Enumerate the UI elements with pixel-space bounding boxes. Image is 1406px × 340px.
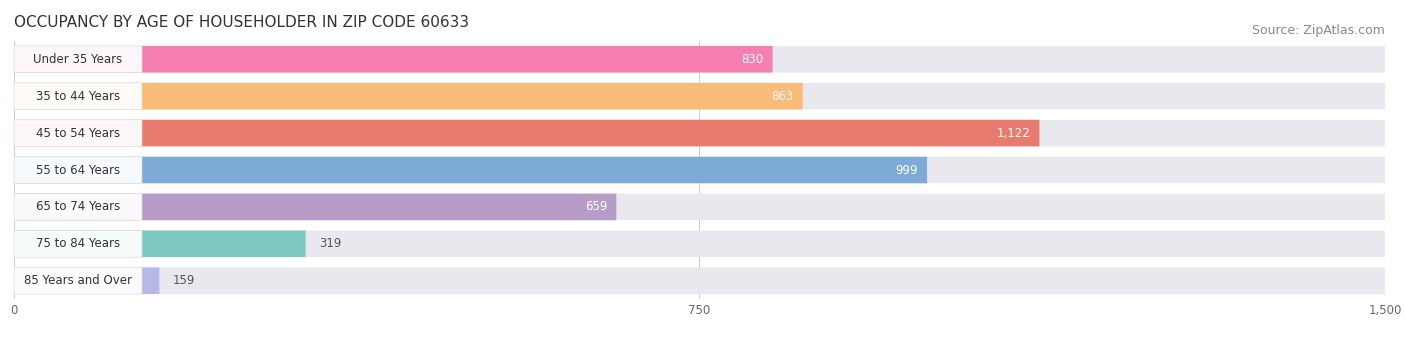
FancyBboxPatch shape [14, 193, 1385, 220]
Text: 319: 319 [319, 237, 342, 250]
Text: 1,122: 1,122 [997, 126, 1031, 140]
Text: 999: 999 [896, 164, 918, 176]
Text: 159: 159 [173, 274, 195, 287]
Text: 659: 659 [585, 200, 607, 214]
FancyBboxPatch shape [14, 157, 1385, 183]
Text: 863: 863 [772, 90, 793, 103]
FancyBboxPatch shape [14, 268, 159, 294]
Text: Under 35 Years: Under 35 Years [34, 53, 122, 66]
FancyBboxPatch shape [14, 120, 142, 147]
Text: 35 to 44 Years: 35 to 44 Years [37, 90, 120, 103]
Text: 65 to 74 Years: 65 to 74 Years [37, 200, 120, 214]
FancyBboxPatch shape [14, 231, 142, 257]
Text: Source: ZipAtlas.com: Source: ZipAtlas.com [1251, 24, 1385, 37]
FancyBboxPatch shape [14, 46, 773, 72]
FancyBboxPatch shape [14, 46, 1385, 72]
FancyBboxPatch shape [14, 46, 142, 72]
Text: 45 to 54 Years: 45 to 54 Years [37, 126, 120, 140]
FancyBboxPatch shape [14, 83, 803, 109]
FancyBboxPatch shape [14, 193, 142, 220]
FancyBboxPatch shape [14, 231, 305, 257]
FancyBboxPatch shape [14, 83, 142, 109]
Text: 830: 830 [741, 53, 763, 66]
FancyBboxPatch shape [14, 268, 142, 294]
FancyBboxPatch shape [14, 83, 1385, 109]
FancyBboxPatch shape [14, 231, 1385, 257]
FancyBboxPatch shape [14, 120, 1039, 147]
Text: 55 to 64 Years: 55 to 64 Years [37, 164, 120, 176]
FancyBboxPatch shape [14, 193, 616, 220]
FancyBboxPatch shape [14, 120, 1385, 147]
Text: 85 Years and Over: 85 Years and Over [24, 274, 132, 287]
Text: OCCUPANCY BY AGE OF HOUSEHOLDER IN ZIP CODE 60633: OCCUPANCY BY AGE OF HOUSEHOLDER IN ZIP C… [14, 15, 470, 30]
Text: 75 to 84 Years: 75 to 84 Years [37, 237, 120, 250]
FancyBboxPatch shape [14, 157, 142, 183]
FancyBboxPatch shape [14, 157, 927, 183]
FancyBboxPatch shape [14, 268, 1385, 294]
